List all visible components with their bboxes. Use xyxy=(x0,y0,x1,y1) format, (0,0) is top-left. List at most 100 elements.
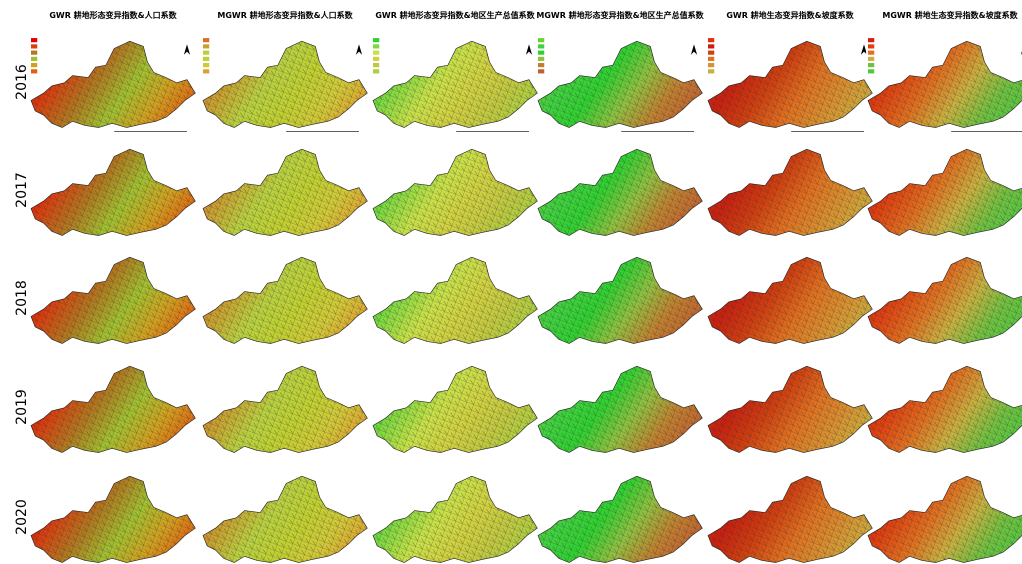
legend-swatch xyxy=(203,63,210,68)
map xyxy=(30,256,196,345)
map xyxy=(537,148,703,237)
map xyxy=(372,148,538,237)
column-title: GWR 耕地生态变异指数&坡度系数 xyxy=(726,10,854,20)
map xyxy=(537,365,703,454)
legend-swatch xyxy=(538,56,545,61)
map-boundaries xyxy=(203,149,368,236)
north-arrow xyxy=(525,44,533,55)
map xyxy=(202,475,368,564)
map xyxy=(867,365,1022,454)
map-boundaries xyxy=(31,257,196,344)
map-boundaries xyxy=(538,41,703,128)
map xyxy=(372,365,538,454)
legend-swatch xyxy=(203,56,210,61)
map xyxy=(202,256,368,345)
legend-swatch xyxy=(31,38,38,43)
legend-swatch xyxy=(373,56,380,61)
legend-swatch xyxy=(538,44,545,49)
map-boundaries xyxy=(708,476,873,563)
map xyxy=(372,256,538,345)
map xyxy=(705,36,873,132)
column-title: GWR 耕地形态变异指数&地区生产总值系数 xyxy=(375,10,535,20)
legend-swatch xyxy=(31,44,38,49)
map-boundaries xyxy=(538,366,703,453)
year-label: 2017 xyxy=(14,172,30,208)
legend-swatch xyxy=(708,38,715,43)
legend-swatch xyxy=(708,50,715,55)
legend-swatch xyxy=(868,56,875,61)
legend-swatch xyxy=(203,44,210,49)
legend-swatch xyxy=(708,69,715,74)
north-arrow xyxy=(183,44,191,55)
legend-swatch xyxy=(868,50,875,55)
map-boundaries xyxy=(708,257,873,344)
map xyxy=(707,256,873,345)
north-arrow xyxy=(860,44,868,55)
map-boundaries xyxy=(373,41,538,128)
map xyxy=(867,256,1022,345)
legend-swatch xyxy=(373,44,380,49)
legend-swatch xyxy=(538,38,545,43)
column-title: MGWR 耕地生态变异指数&坡度系数 xyxy=(882,10,1018,20)
map xyxy=(707,475,873,564)
legend-swatch xyxy=(708,63,715,68)
map-boundaries xyxy=(868,476,1022,563)
year-label: 2019 xyxy=(14,389,30,425)
map-boundaries xyxy=(203,257,368,344)
map-boundaries xyxy=(708,149,873,236)
map-boundaries xyxy=(373,149,538,236)
map-boundaries xyxy=(373,257,538,344)
legend-swatch xyxy=(31,56,38,61)
map-boundaries xyxy=(31,41,196,128)
map-boundaries xyxy=(868,149,1022,236)
map-boundaries xyxy=(203,41,368,128)
column-title: MGWR 耕地形态变异指数&人口系数 xyxy=(217,10,353,20)
map xyxy=(537,256,703,345)
map-boundaries xyxy=(373,476,538,563)
map-boundaries xyxy=(538,149,703,236)
map-boundaries xyxy=(538,476,703,563)
north-arrow xyxy=(355,44,363,55)
year-label: 2016 xyxy=(14,64,30,100)
legend-swatch xyxy=(31,69,38,74)
map xyxy=(707,148,873,237)
legend-swatch xyxy=(868,63,875,68)
map-boundaries xyxy=(31,366,196,453)
legend-swatch xyxy=(538,50,545,55)
map xyxy=(28,36,196,132)
map xyxy=(370,36,538,132)
year-label: 2020 xyxy=(14,499,30,535)
legend-swatch xyxy=(538,63,545,68)
map xyxy=(30,365,196,454)
legend-swatch xyxy=(708,56,715,61)
map xyxy=(537,475,703,564)
legend-swatch xyxy=(203,50,210,55)
map xyxy=(200,36,368,132)
map xyxy=(535,36,703,132)
legend-swatch xyxy=(868,44,875,49)
map-boundaries xyxy=(31,476,196,563)
map-boundaries xyxy=(31,149,196,236)
map-boundaries xyxy=(708,41,873,128)
map xyxy=(707,365,873,454)
map xyxy=(30,148,196,237)
legend-swatch xyxy=(708,44,715,49)
map-boundaries xyxy=(373,366,538,453)
column-title: MGWR 耕地形态变异指数&地区生产总值系数 xyxy=(536,10,704,20)
column-title: GWR 耕地形态变异指数&人口系数 xyxy=(49,10,177,20)
legend-swatch xyxy=(373,38,380,43)
year-label: 2018 xyxy=(14,280,30,316)
map-boundaries xyxy=(538,257,703,344)
map xyxy=(867,148,1022,237)
legend-swatch xyxy=(203,38,210,43)
north-arrow xyxy=(690,44,698,55)
map-boundaries xyxy=(868,366,1022,453)
legend-swatch xyxy=(203,69,210,74)
legend-swatch xyxy=(31,63,38,68)
map-boundaries xyxy=(203,366,368,453)
map xyxy=(202,148,368,237)
map-boundaries xyxy=(868,257,1022,344)
legend-swatch xyxy=(868,38,875,43)
legend-swatch xyxy=(868,69,875,74)
